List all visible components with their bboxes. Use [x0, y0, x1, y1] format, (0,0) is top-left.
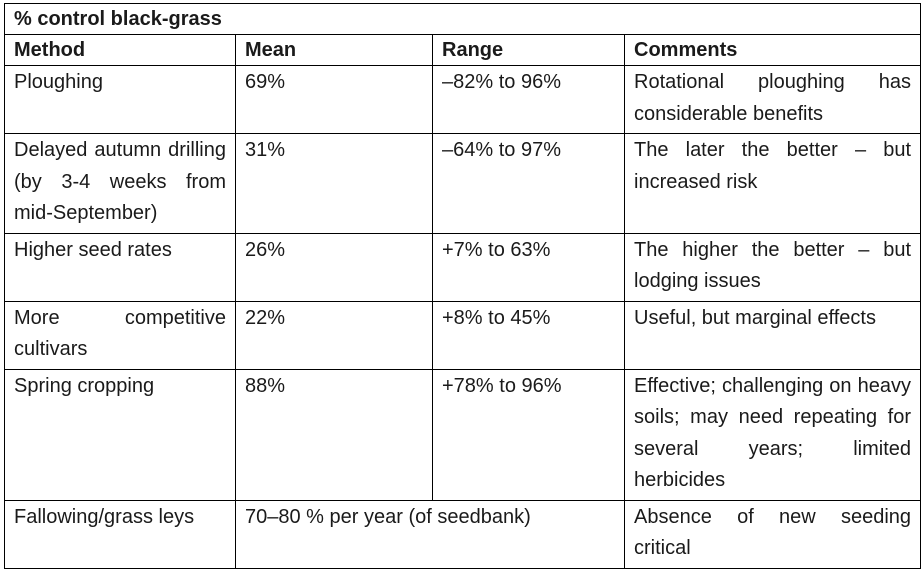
cell-comments: Absence of new seeding critical — [623, 499, 922, 569]
cell-method: Fallowing/grass leys — [4, 499, 236, 569]
table-title-row: % control black-grass — [3, 3, 922, 35]
table-row: Fallowing/grass leys 70–80 % per year (o… — [4, 499, 922, 569]
cell-method: Higher seed rates — [4, 232, 236, 302]
table-row: Higher seed rates 26% +7% to 63% The hig… — [4, 232, 922, 302]
cell-mean: 22% — [235, 300, 433, 370]
cell-comments: Effective; challenging on heavy soils; m… — [623, 368, 922, 501]
table-row: Spring cropping 88% +78% to 96% Effectiv… — [4, 368, 922, 501]
header-mean: Mean — [235, 34, 433, 66]
header-method: Method — [4, 34, 236, 66]
cell-mean: 88% — [235, 368, 433, 501]
cell-comments: The later the better – but increased ris… — [623, 133, 922, 234]
cell-method: Ploughing — [4, 65, 236, 134]
black-grass-control-table: % control black-grass Method Mean Range … — [3, 3, 922, 569]
header-range: Range — [432, 34, 625, 66]
cell-method: Delayed autumn drilling (by 3-4 weeks fr… — [4, 133, 236, 234]
cell-range: +78% to 96% — [432, 368, 625, 501]
table-header-row: Method Mean Range Comments — [4, 34, 922, 66]
cell-comments: Useful, but marginal effects — [623, 300, 922, 370]
cell-comments: Rotational ploughing has considerable be… — [623, 65, 922, 134]
cell-range: –82% to 96% — [432, 65, 625, 134]
cell-range: –64% to 97% — [432, 133, 625, 234]
table-row: More competitive cultivars 22% +8% to 45… — [4, 300, 922, 370]
cell-range: +7% to 63% — [432, 232, 625, 302]
cell-method: More competitive cultivars — [4, 300, 236, 370]
cell-mean: 31% — [235, 133, 433, 234]
cell-method: Spring cropping — [4, 368, 236, 501]
cell-comments: The higher the better – but lodging issu… — [623, 232, 922, 302]
cell-mean: 69% — [235, 65, 433, 134]
header-comments: Comments — [623, 34, 922, 66]
table-row: Ploughing 69% –82% to 96% Rotational plo… — [4, 65, 922, 134]
cell-range: +8% to 45% — [432, 300, 625, 370]
table-title: % control black-grass — [3, 3, 922, 35]
table-row: Delayed autumn drilling (by 3-4 weeks fr… — [4, 133, 922, 234]
cell-mean: 26% — [235, 232, 433, 302]
cell-mean-range: 70–80 % per year (of seedbank) — [235, 499, 625, 569]
